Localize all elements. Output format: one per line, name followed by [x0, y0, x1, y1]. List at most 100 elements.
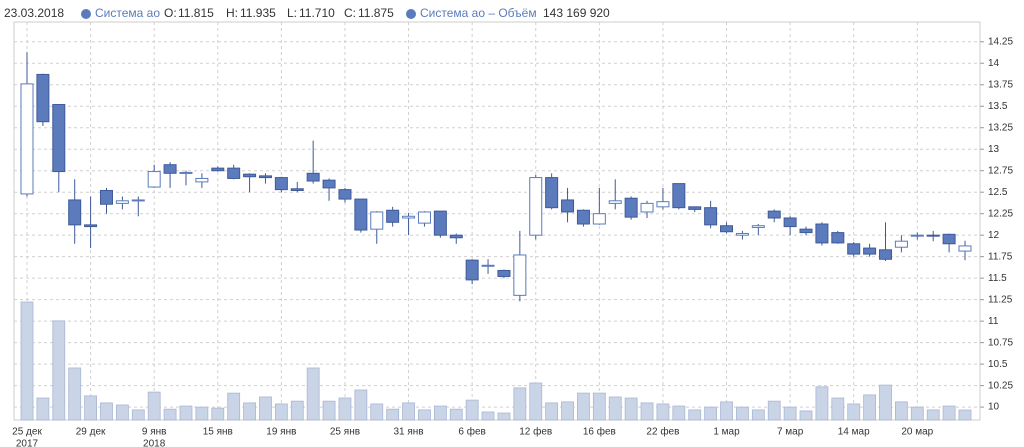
volume-bar	[751, 409, 765, 421]
candle-body	[465, 259, 479, 281]
candle-body	[211, 167, 225, 172]
volume-bar	[847, 403, 861, 421]
candle-body	[179, 171, 193, 174]
y-tick-label: 10.5	[988, 359, 1008, 370]
volume-bar	[179, 405, 193, 421]
candle-body	[672, 183, 686, 209]
volume-bar	[720, 401, 733, 421]
x-tick-label: 31 янв	[393, 427, 423, 438]
volume-bar	[20, 301, 34, 421]
candle-body	[926, 234, 940, 237]
candle-body	[735, 232, 749, 236]
volume-bar	[783, 406, 797, 421]
readout-value: 11.815	[178, 6, 214, 20]
volume-bar	[481, 411, 495, 421]
candle-body	[879, 249, 893, 260]
candle-body	[592, 213, 606, 225]
x-tick-label: 12 фев	[519, 426, 552, 438]
candle-body	[894, 240, 908, 248]
candle-body	[942, 233, 956, 245]
y-tick-label: 11.5	[988, 273, 1007, 284]
candle-body	[417, 211, 431, 224]
volume-bar	[36, 397, 50, 421]
x-tick-label: 29 дек	[76, 427, 106, 438]
readout-value: 11.935	[240, 6, 276, 20]
y-tick-label: 13.5	[988, 101, 1008, 112]
candle-body	[195, 177, 209, 183]
volume-bar	[465, 399, 479, 421]
candle-body	[704, 207, 718, 226]
volume-bar	[688, 409, 702, 421]
y-tick-label: 12.25	[988, 208, 1013, 219]
volume-bar	[942, 405, 956, 421]
volume-bar	[338, 397, 352, 421]
x-tick-label: 19 янв	[266, 427, 296, 438]
candle-body	[258, 175, 272, 179]
candle-body	[656, 201, 670, 208]
volume-bar	[767, 400, 781, 421]
candle-body	[815, 223, 829, 244]
volume-bar	[529, 382, 543, 421]
volume-bar	[322, 400, 336, 421]
candle-body	[720, 225, 734, 233]
volume-bar	[577, 392, 590, 421]
candle-body	[640, 202, 654, 213]
candle-body	[449, 234, 463, 239]
candle-body	[52, 104, 66, 173]
candle-body	[274, 177, 288, 191]
volume-bar	[243, 402, 256, 421]
candle-body	[20, 83, 34, 195]
candle-body	[36, 73, 50, 123]
volume-bar	[84, 395, 97, 421]
candle-body	[481, 264, 495, 267]
volume-bar	[561, 401, 574, 421]
candle-body	[354, 198, 368, 231]
candle-body	[688, 206, 702, 210]
x-tick-label: 16 фев	[583, 426, 616, 438]
x-tick-label: 20 мар	[901, 427, 933, 438]
candle-body	[84, 224, 98, 228]
volume-bar	[290, 400, 304, 421]
volume-bar	[958, 409, 972, 421]
y-tick-label: 12	[988, 230, 1000, 241]
x-tick-label: 25 дек	[12, 427, 42, 438]
legend-marker	[81, 9, 91, 19]
volume-bar	[672, 405, 686, 421]
volume-bar	[608, 396, 622, 421]
candle-body	[402, 215, 416, 219]
volume-bar	[354, 389, 368, 421]
y-tick-label: 11	[988, 316, 999, 327]
candle-body	[847, 243, 861, 255]
readout-volume: 143 169 920	[543, 6, 610, 20]
readout-value: 11.710	[299, 6, 335, 20]
candle-body	[243, 173, 257, 178]
readout-label: C:	[344, 6, 356, 20]
volume-bar	[592, 392, 606, 421]
readout-label: L:	[287, 6, 297, 20]
volume-bar	[418, 409, 431, 421]
volume-bar	[402, 402, 415, 421]
volume-bar	[640, 402, 654, 421]
volume-bar	[497, 412, 511, 421]
volume-bar	[799, 410, 813, 421]
y-tick-label: 12.5	[988, 187, 1008, 198]
legend-entry: Система ао	[95, 6, 160, 20]
x-tick-label: 22 фев	[646, 426, 679, 438]
candle-body	[910, 234, 924, 237]
candle-body	[497, 269, 511, 277]
volume-bar	[306, 367, 320, 421]
volume-bar	[624, 397, 638, 421]
volume-bar	[704, 406, 718, 421]
readout-date: 23.03.2018	[4, 6, 64, 20]
candle-body	[608, 200, 622, 204]
candle-body	[799, 228, 813, 234]
candle-body	[433, 210, 447, 236]
y-tick-label: 10	[988, 402, 1000, 413]
candle-body	[386, 209, 400, 223]
legend-marker	[406, 9, 416, 19]
readout-value: 11.875	[358, 6, 394, 20]
candle-body	[513, 254, 527, 296]
x-tick-year: 2018	[143, 439, 166, 447]
candle-body	[115, 200, 129, 204]
candle-body	[863, 247, 877, 255]
